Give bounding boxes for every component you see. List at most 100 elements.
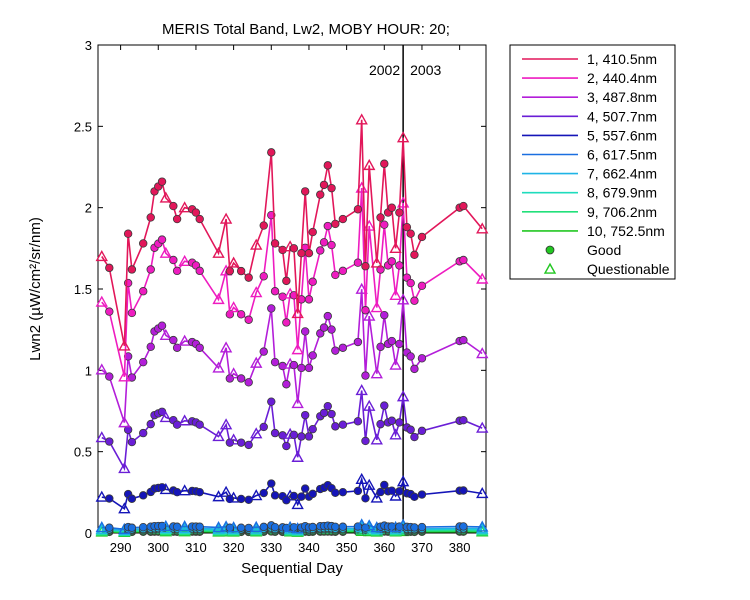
point-good <box>105 494 114 503</box>
point-good <box>289 244 299 253</box>
point-good <box>376 487 385 497</box>
point-good <box>289 360 299 370</box>
point-good <box>406 278 415 288</box>
point-good <box>267 304 276 313</box>
point-good <box>361 436 370 446</box>
point-good <box>387 416 397 425</box>
point-good <box>410 296 419 305</box>
point-good <box>278 245 287 255</box>
point-questionable <box>219 341 233 353</box>
point-questionable <box>291 450 304 462</box>
point-good <box>282 276 291 286</box>
point-good <box>327 409 336 419</box>
point-good <box>353 417 363 426</box>
point-questionable <box>118 370 131 382</box>
point-questionable <box>396 390 410 402</box>
point-questionable <box>370 491 383 503</box>
point-questionable <box>370 367 383 379</box>
point-questionable <box>389 288 402 301</box>
point-good <box>105 437 114 446</box>
point-good <box>395 339 404 349</box>
point-good <box>410 364 419 374</box>
point-questionable <box>250 286 263 298</box>
point-good <box>304 432 314 441</box>
x-tick-label: 360 <box>373 540 395 555</box>
point-questionable <box>212 430 225 442</box>
point-good <box>270 357 280 367</box>
legend-label: 10, 752.5nm <box>587 223 665 239</box>
point-good <box>304 249 314 258</box>
point-questionable <box>159 482 172 495</box>
point-good <box>169 201 178 211</box>
point-good <box>406 229 415 238</box>
point-questionable <box>363 519 376 531</box>
point-good <box>338 522 348 531</box>
point-good <box>459 415 468 425</box>
point-good <box>157 235 167 244</box>
legend-label: 2, 440.4nm <box>587 70 657 86</box>
point-good <box>316 329 325 338</box>
point-good <box>319 323 329 332</box>
x-axis-label: Sequential Day <box>241 560 343 577</box>
point-good <box>410 432 419 442</box>
point-good <box>361 371 370 380</box>
point-good <box>395 208 404 217</box>
point-good <box>459 201 468 211</box>
point-good <box>259 522 268 532</box>
point-good <box>353 205 363 214</box>
point-questionable <box>95 521 108 533</box>
point-questionable <box>476 272 489 284</box>
point-good <box>417 426 427 436</box>
point-good <box>127 265 137 274</box>
point-good <box>316 190 325 199</box>
point-good <box>127 523 137 532</box>
point-questionable <box>291 343 304 355</box>
x-tick-label: 380 <box>449 540 471 555</box>
point-good <box>123 352 133 361</box>
point-good <box>282 380 291 389</box>
point-good <box>259 347 268 356</box>
point-good <box>338 487 348 497</box>
point-questionable <box>227 433 240 445</box>
point-good <box>172 522 182 531</box>
point-good <box>259 221 268 230</box>
point-good <box>139 357 148 367</box>
x-tick-label: 350 <box>336 540 358 555</box>
point-questionable <box>227 256 240 268</box>
point-good <box>327 183 336 193</box>
chart-title: MERIS Total Band, Lw2, MOBY HOUR: 20; <box>162 21 450 38</box>
point-good <box>105 372 114 381</box>
point-good <box>395 261 404 270</box>
point-questionable <box>178 334 191 346</box>
point-good <box>236 374 246 383</box>
point-questionable <box>476 222 489 234</box>
point-questionable <box>227 367 240 379</box>
point-good <box>300 187 310 196</box>
point-good <box>459 522 468 531</box>
point-good <box>361 494 370 503</box>
point-questionable <box>389 358 402 370</box>
series-layer <box>95 113 489 537</box>
point-good <box>157 321 167 330</box>
point-good <box>380 220 389 229</box>
y-tick-label: 3 <box>85 38 92 53</box>
series-1 <box>95 113 489 351</box>
point-questionable <box>159 519 172 531</box>
point-good <box>300 484 310 493</box>
point-questionable <box>118 339 131 351</box>
point-questionable <box>250 238 263 250</box>
y-tick-label: 0 <box>85 526 92 541</box>
y-tick-label: 1.5 <box>74 282 92 297</box>
point-good <box>402 222 412 232</box>
x-tick-label: 310 <box>185 540 207 555</box>
point-questionable <box>178 254 191 267</box>
point-good <box>308 277 317 286</box>
point-good <box>323 401 332 411</box>
point-good <box>146 419 155 429</box>
point-good <box>395 487 404 496</box>
point-questionable <box>355 113 368 125</box>
point-good <box>123 229 133 238</box>
point-good <box>308 227 317 237</box>
point-good <box>353 337 363 347</box>
legend-questionable-label: Questionable <box>587 261 670 277</box>
